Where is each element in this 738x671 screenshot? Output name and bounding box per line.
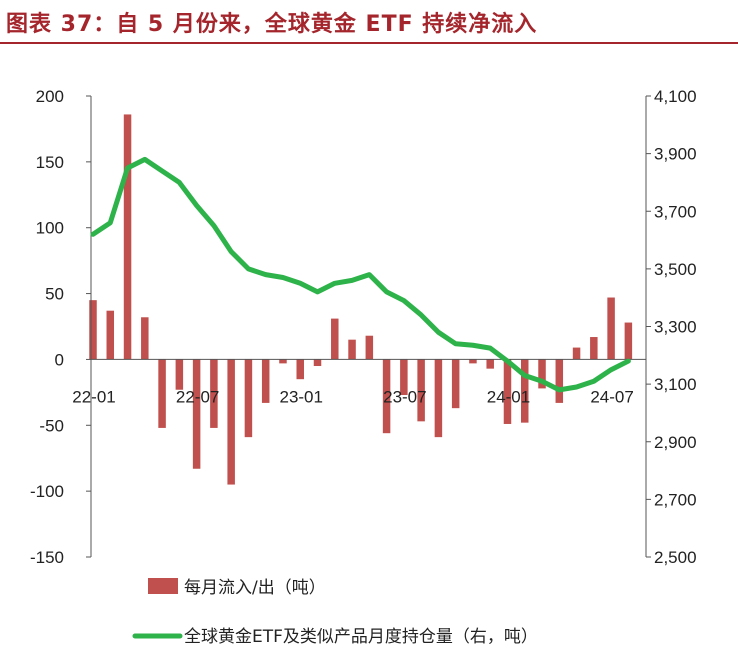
- bar-22-02: [106, 310, 115, 360]
- x-tick-label: 23-01: [279, 387, 322, 406]
- x-tick-label: 23-07: [383, 387, 426, 406]
- bar-23-05: [365, 335, 374, 360]
- bar-24-01: [503, 359, 512, 424]
- x-tick-label: 22-01: [72, 387, 115, 406]
- axes: [86, 95, 651, 558]
- bar-22-05: [158, 359, 166, 428]
- header: 图表 37：自 5 月份来，全球黄金 ETF 持续净流入: [0, 0, 738, 44]
- right-tick-label: 4,100: [654, 87, 697, 106]
- left-tick-label: 100: [36, 219, 64, 238]
- left-tick-label: -50: [39, 416, 64, 435]
- bar-23-08: [417, 359, 425, 422]
- bar-24-07: [607, 297, 615, 360]
- bar-23-07: [400, 359, 408, 395]
- bar-23-06: [382, 359, 391, 434]
- right-tick-label: 2,500: [654, 548, 697, 567]
- right-tick-label: 3,500: [654, 260, 697, 279]
- bar-24-05: [572, 347, 581, 360]
- left-tick-label: 50: [45, 285, 64, 304]
- x-tick-label: 24-01: [487, 387, 530, 406]
- left-tick-label: -150: [30, 548, 64, 567]
- x-tick-label: 22-07: [176, 387, 219, 406]
- legend-bar-label: 每月流入/出（吨）: [184, 578, 326, 598]
- bar-23-12: [486, 359, 494, 369]
- x-tick-label: 24-07: [590, 387, 633, 406]
- legend-line-label: 全球黄金ETF及类似产品月度持仓量（右，吨）: [184, 627, 538, 647]
- bar-22-01: [89, 300, 97, 360]
- tick-labels: 200 150 100 50 0 -50 -100 -150 4,100 3,900 3,700 3,…: [30, 87, 697, 567]
- bar-24-03: [538, 359, 546, 389]
- bar-24-06: [590, 337, 598, 360]
- bar-23-01: [296, 359, 304, 380]
- bar-23-09: [434, 359, 443, 438]
- right-tick-label: 2,900: [654, 433, 697, 452]
- left-tick-label: 200: [36, 87, 64, 106]
- bar-22-11: [261, 359, 270, 403]
- bar-22-08: [210, 359, 218, 428]
- bar-22-06: [175, 359, 184, 390]
- bar-22-03: [123, 114, 132, 360]
- holdings-line: [90, 156, 631, 393]
- right-tick-label: 2,700: [654, 490, 697, 509]
- right-tick-label: 3,300: [654, 318, 697, 337]
- legend-bar-swatch: [148, 578, 178, 594]
- bar-23-04: [348, 339, 356, 360]
- bar-23-03: [331, 318, 339, 360]
- bar-24-04: [555, 359, 564, 403]
- right-tick-label: 3,100: [654, 375, 697, 394]
- title-rule: [0, 42, 738, 44]
- bar-22-12: [279, 359, 287, 364]
- bar-23-02: [313, 359, 322, 367]
- left-tick-label: 150: [36, 153, 64, 172]
- bar-22-04: [141, 317, 149, 360]
- bar-24-08: [624, 322, 633, 360]
- chart-title: 图表 37：自 5 月份来，全球黄金 ETF 持续净流入: [6, 12, 538, 37]
- left-tick-label: -100: [30, 482, 64, 501]
- left-tick-label: 0: [55, 350, 64, 369]
- line-series: [90, 156, 631, 393]
- bar-22-09: [227, 359, 235, 485]
- bar-series: [89, 114, 633, 485]
- legend: 每月流入/出（吨） 全球黄金ETF及类似产品月度持仓量（右，吨）: [132, 578, 538, 647]
- right-tick-label: 3,700: [654, 202, 697, 221]
- bar-24-02: [521, 359, 529, 423]
- bar-23-11: [469, 359, 477, 364]
- bar-22-07: [192, 359, 201, 469]
- right-tick-label: 3,900: [654, 145, 697, 164]
- bar-22-10: [244, 359, 253, 438]
- bar-23-10: [451, 359, 460, 409]
